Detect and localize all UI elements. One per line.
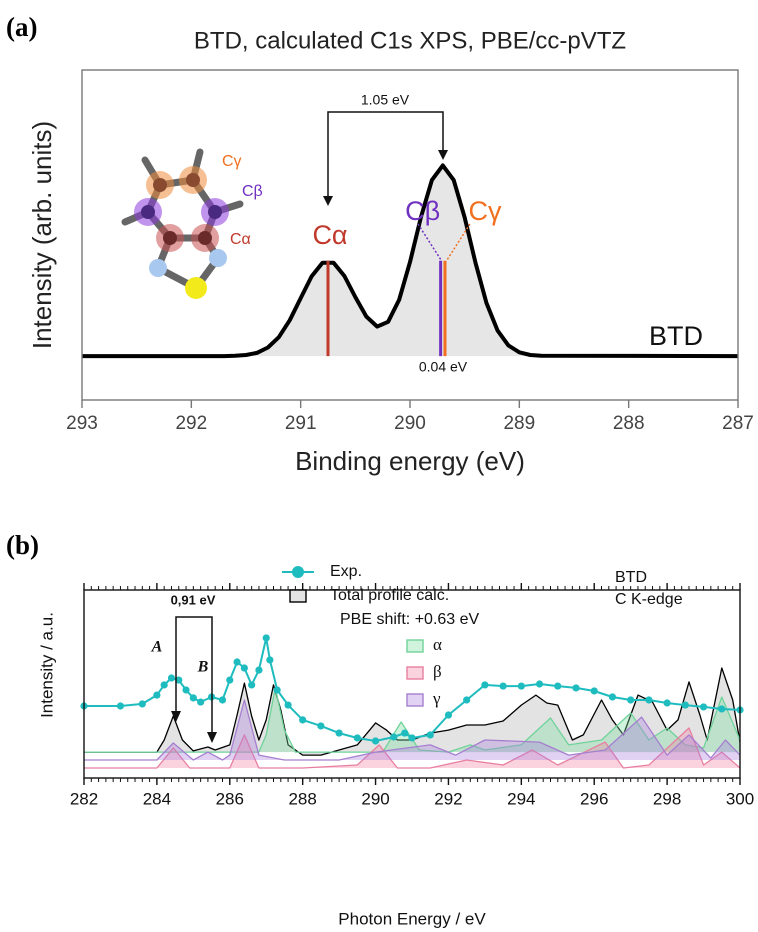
stick-label: Cγ — [468, 196, 501, 226]
data-point — [572, 684, 579, 691]
arrow-head — [438, 150, 448, 160]
x-tick-label: 294 — [507, 789, 535, 808]
data-point — [219, 696, 226, 703]
legend-symbol — [292, 566, 304, 578]
x-tick-label: 293 — [66, 413, 98, 434]
x-tick-label: 292 — [175, 413, 207, 434]
data-point — [182, 686, 189, 693]
panel-label: (a) — [6, 12, 37, 42]
x-tick-label: 292 — [434, 789, 462, 808]
data-point — [197, 698, 204, 705]
x-tick-label: 288 — [613, 413, 645, 434]
legend-label: Total profile calc. — [330, 587, 449, 604]
data-point — [481, 681, 488, 688]
x-tick-label: 298 — [653, 789, 681, 808]
data-point — [255, 666, 262, 673]
legend-symbol — [290, 590, 306, 602]
y-axis-title: Intensity / a.u. — [37, 612, 56, 718]
annotation: 0.04 eV — [419, 359, 468, 375]
molecule-label: Cβ — [242, 183, 263, 200]
data-point — [536, 680, 543, 687]
annotation: BTD — [649, 321, 703, 351]
molecule-label: Cγ — [222, 153, 242, 170]
annotation: PBE shift: +0.63 eV — [340, 611, 480, 628]
x-tick-label: 291 — [285, 413, 317, 434]
annotation: 0,91 eV — [171, 592, 216, 607]
data-point — [263, 634, 270, 641]
data-point — [445, 711, 452, 718]
data-point — [241, 664, 248, 671]
data-point — [139, 700, 146, 707]
data-point — [664, 699, 671, 706]
x-tick-label: 287 — [722, 413, 754, 434]
data-point — [718, 705, 725, 712]
annotation: A — [151, 639, 163, 656]
data-point — [609, 693, 616, 700]
x-tick-label: 282 — [70, 789, 98, 808]
data-point — [627, 696, 634, 703]
data-point — [299, 716, 306, 723]
legend-label: β — [433, 662, 442, 681]
legend-label: γ — [432, 689, 441, 708]
x-tick-label: 300 — [726, 789, 754, 808]
data-point — [463, 696, 470, 703]
data-point — [408, 734, 415, 741]
data-point — [427, 731, 434, 738]
panel-label: (b) — [6, 530, 39, 560]
data-point — [354, 734, 361, 741]
annotation: B — [197, 659, 209, 676]
data-point — [336, 729, 343, 736]
stick-label: Cα — [312, 220, 347, 250]
data-point — [682, 701, 689, 708]
data-point — [554, 682, 561, 689]
x-tick-label: 290 — [361, 789, 389, 808]
data-point — [153, 691, 160, 698]
legend-symbol — [407, 694, 423, 706]
y-axis-title: Intensity (arb. units) — [27, 121, 57, 349]
data-point — [226, 676, 233, 683]
bracket — [176, 617, 212, 736]
shift-arrow — [328, 112, 443, 198]
data-point — [161, 681, 168, 688]
data-point — [117, 702, 124, 709]
data-point — [168, 674, 175, 681]
stick-label: Cβ — [405, 196, 440, 226]
x-tick-label: 290 — [394, 413, 426, 434]
data-point — [591, 687, 598, 694]
data-point — [266, 656, 273, 663]
data-point — [700, 703, 707, 710]
figure: CαCβCγ2932922912902892882872822842862882… — [0, 0, 758, 932]
legend-symbol — [407, 667, 423, 679]
x-tick-label: 286 — [216, 789, 244, 808]
data-point — [401, 729, 408, 736]
x-axis-title: Photon Energy / eV — [338, 909, 486, 928]
data-point — [372, 737, 379, 744]
x-tick-label: 284 — [143, 789, 171, 808]
data-point — [317, 722, 324, 729]
legend-label: α — [433, 635, 442, 654]
data-point — [248, 681, 255, 688]
data-point — [284, 701, 291, 708]
chart-title: BTD, calculated C1s XPS, PBE/cc-pVTZ — [194, 27, 626, 54]
data-point — [500, 682, 507, 689]
molecule-label: Cα — [230, 231, 251, 248]
x-tick-label: 288 — [288, 789, 316, 808]
data-point — [233, 658, 240, 665]
data-point — [645, 696, 652, 703]
x-tick-label: 289 — [503, 413, 535, 434]
legend-label: Exp. — [330, 563, 362, 580]
annotation: C K-edge — [615, 591, 683, 608]
x-tick-label: 296 — [580, 789, 608, 808]
data-point — [390, 733, 397, 740]
data-point — [190, 694, 197, 701]
arrow-head — [207, 732, 217, 743]
annotation: BTD — [615, 569, 647, 586]
arrow-head — [323, 196, 333, 206]
x-axis-title: Binding energy (eV) — [295, 446, 525, 476]
data-point — [518, 682, 525, 689]
legend-symbol — [407, 640, 423, 652]
data-point — [274, 686, 281, 693]
annotation: 1.05 eV — [361, 92, 410, 108]
